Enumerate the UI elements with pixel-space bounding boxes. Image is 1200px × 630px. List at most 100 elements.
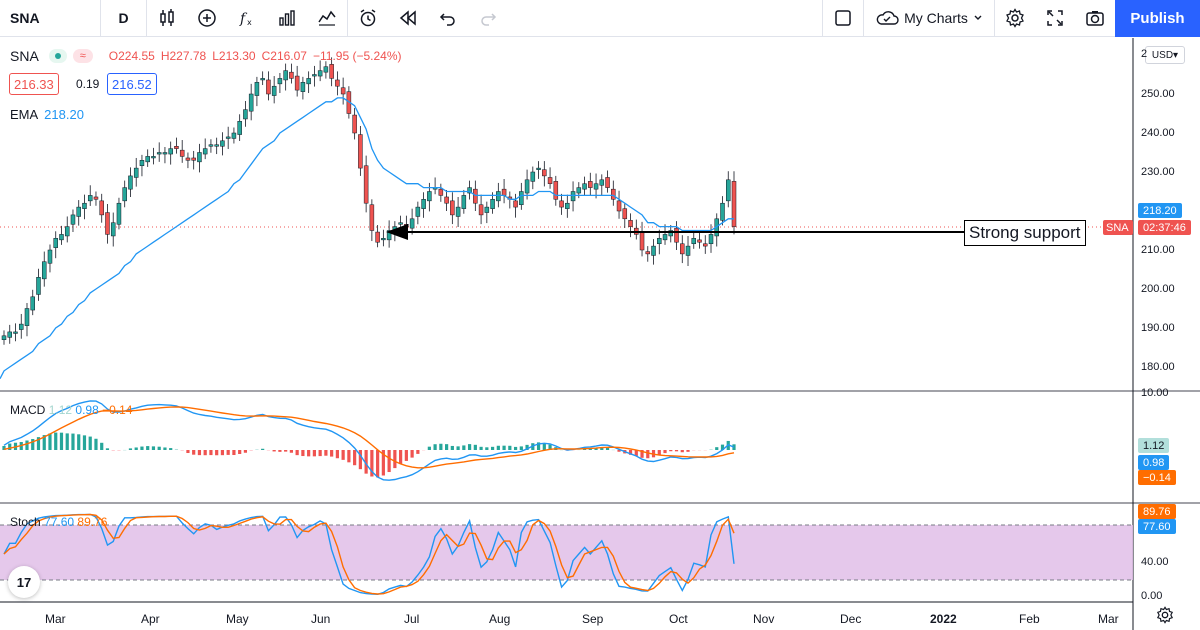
tradingview-logo-icon[interactable]: 17: [8, 566, 40, 598]
candle-body: [358, 134, 363, 169]
stoch-k-line: [3, 513, 735, 596]
stoch-axis-mid: 40.00: [1141, 556, 1169, 568]
legend-change: −11.95 (−5.24%): [312, 49, 402, 63]
snapshot-camera-icon[interactable]: [1075, 0, 1115, 37]
macd-hist-bar: [289, 450, 294, 453]
visibility-eye-icon[interactable]: [48, 49, 67, 63]
candle-body: [340, 87, 346, 95]
my-charts-button[interactable]: My Charts: [864, 0, 994, 37]
add-compare-icon[interactable]: [187, 0, 227, 37]
chart-settings-gear-icon[interactable]: [1156, 606, 1174, 624]
macd-legend[interactable]: MACD 1.12 0.98 −0.14: [10, 403, 132, 417]
macd-label: MACD: [10, 403, 46, 417]
fullscreen-icon[interactable]: [1035, 0, 1075, 37]
macd-hist-bar: [697, 450, 702, 451]
candle-body: [519, 191, 524, 206]
macd-hist-bar: [404, 450, 408, 461]
currency-selector[interactable]: USD ▾: [1145, 46, 1185, 64]
candle-body: [306, 78, 311, 85]
macd-hist-tag: 1.12: [1138, 438, 1170, 453]
stoch-k-value: 77.60: [44, 515, 75, 529]
candle-body: [484, 206, 490, 213]
candle-body: [24, 308, 30, 326]
candle-body: [300, 82, 306, 92]
candle-body: [726, 179, 731, 202]
candle-body: [645, 251, 651, 255]
macd-hist-bar: [318, 450, 322, 457]
strong-support-label[interactable]: Strong support: [964, 220, 1086, 246]
alert-icon[interactable]: [348, 0, 388, 37]
macd-hist-bar: [48, 433, 52, 450]
candle-body: [174, 146, 179, 149]
legend-symbol[interactable]: SNA: [10, 48, 39, 64]
candle-body: [168, 148, 173, 155]
macd-hist-bar: [77, 434, 81, 450]
financials-icon[interactable]: [267, 0, 307, 37]
redo-icon[interactable]: [468, 0, 508, 37]
macd-hist-bar: [680, 450, 684, 453]
stoch-label: Stoch: [10, 515, 41, 529]
macd-hist-bar: [249, 450, 253, 451]
ema-price-tag: 218.20: [1138, 203, 1182, 218]
candles-icon[interactable]: [147, 0, 187, 37]
templates-icon[interactable]: [307, 0, 347, 37]
candle-body: [36, 277, 41, 295]
candle-body: [214, 144, 219, 147]
candle-body: [605, 177, 610, 188]
candle-body: [628, 220, 633, 227]
macd-hist-bar: [485, 447, 489, 450]
macd-hist-bar: [157, 446, 161, 450]
stoch-d-tag: 89.76: [1138, 504, 1176, 519]
candle-body: [335, 79, 340, 87]
interval-button[interactable]: D: [118, 10, 129, 26]
macd-hist-bar: [577, 449, 581, 451]
macd-hist-bar: [640, 450, 644, 458]
support-arrow-head[interactable]: [386, 224, 408, 240]
publish-button[interactable]: Publish: [1115, 0, 1200, 37]
macd-hist-bar: [117, 450, 121, 451]
candle-body: [13, 331, 18, 334]
macd-hist-bar: [278, 450, 282, 452]
undo-icon[interactable]: [428, 0, 468, 37]
macd-hist-bar: [732, 444, 736, 450]
candle-body: [674, 227, 679, 243]
macd-hist-bar: [628, 450, 633, 455]
ema-value: 218.20: [44, 107, 84, 122]
candle-body: [542, 169, 547, 177]
macd-hist-bar: [542, 443, 546, 450]
ema-legend[interactable]: EMA 218.20: [10, 107, 84, 122]
sell-price-box[interactable]: 216.33: [9, 73, 59, 95]
price-chart[interactable]: [0, 38, 1200, 630]
candle-body: [1, 335, 7, 340]
macd-hist-bar: [364, 450, 368, 474]
symbol-search-button[interactable]: SNA: [10, 10, 40, 26]
macd-hist-bar: [600, 447, 604, 450]
settings-gear-icon[interactable]: [995, 0, 1035, 37]
candle-body: [386, 230, 392, 241]
macd-hist-bar: [312, 450, 316, 457]
macd-hist-bar: [456, 446, 460, 450]
wave-icon[interactable]: ≈: [72, 49, 93, 63]
candle-body: [680, 243, 685, 255]
macd-hist-bar: [559, 449, 564, 451]
stoch-legend[interactable]: Stoch 77.60 89.76: [10, 515, 107, 529]
macd-histogram: [2, 432, 736, 478]
candle-body: [455, 206, 461, 217]
macd-hist-bar: [65, 433, 69, 450]
replay-icon[interactable]: [388, 0, 428, 37]
macd-hist-bar: [399, 450, 403, 465]
macd-hist-bar: [215, 450, 219, 456]
stoch-d-value: 89.76: [77, 515, 108, 529]
stoch-d-line: [3, 513, 735, 595]
macd-hist-value: 1.12: [48, 403, 73, 417]
candle-body: [363, 165, 369, 204]
candle-body: [30, 296, 35, 311]
layout-square-icon[interactable]: [823, 0, 863, 37]
buy-price-box[interactable]: 216.52: [107, 73, 157, 95]
candle-body: [444, 196, 449, 204]
candle-body: [570, 191, 576, 202]
macd-hist-bar: [255, 449, 259, 450]
candle-body: [611, 188, 616, 200]
macd-hist-bar: [2, 445, 6, 450]
